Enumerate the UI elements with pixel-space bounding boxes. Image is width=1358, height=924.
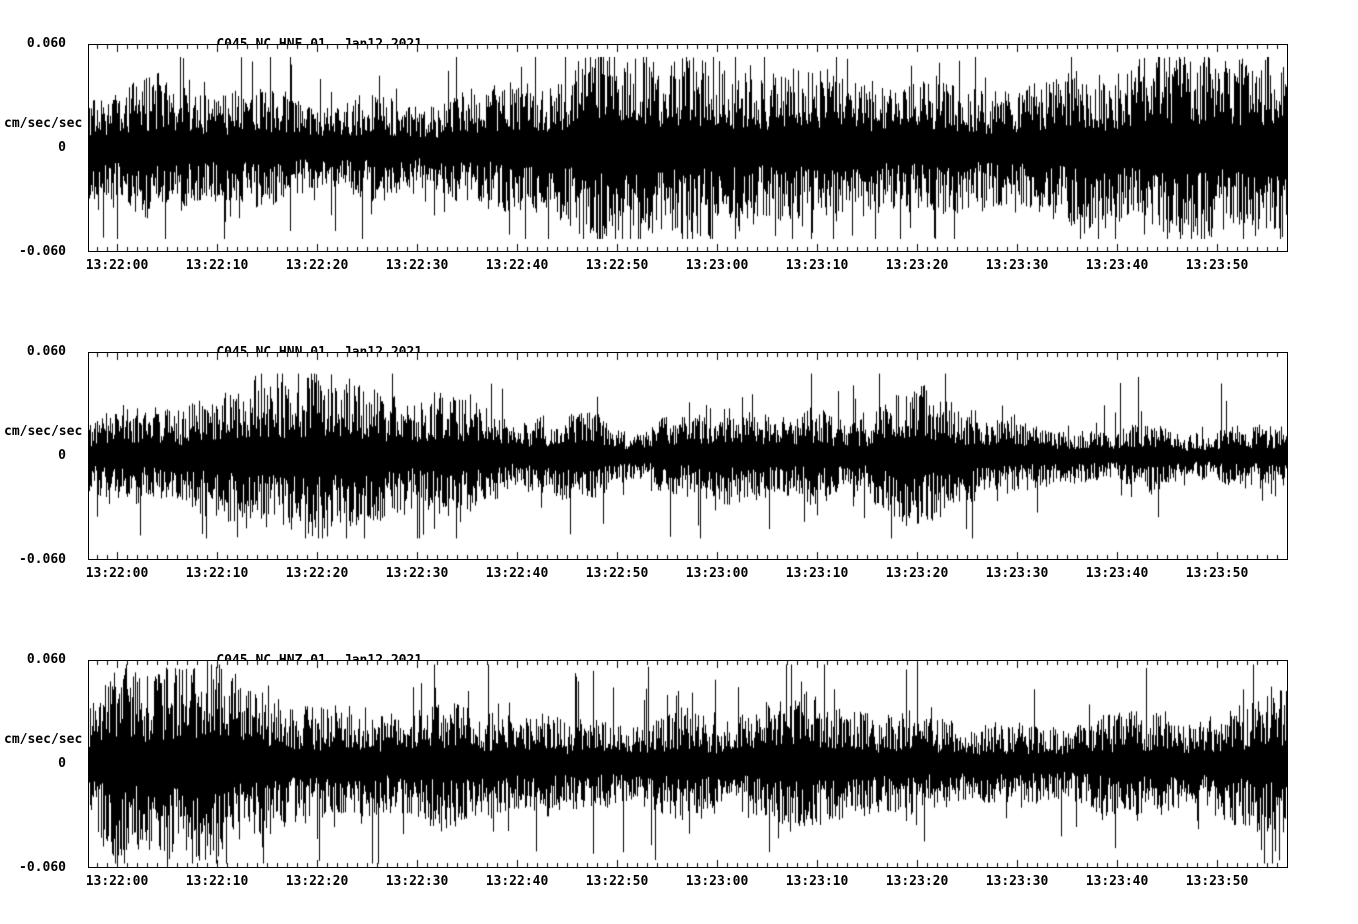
plot-area [88,660,1288,868]
x-tick-label: 13:22:10 [185,566,249,581]
plot-area [88,352,1288,560]
x-tick-label: 13:23:10 [785,874,849,889]
waveform-canvas [89,661,1287,867]
x-tick-label: 13:22:50 [585,258,649,273]
y-tick-label-max: 0.060 [26,344,66,359]
x-tick-label: 13:22:00 [85,258,149,273]
y-tick-label-zero: 0 [58,140,66,155]
x-tick-label: 13:22:50 [585,874,649,889]
x-tick-label: 13:23:00 [685,566,749,581]
y-tick-label-min: -0.060 [19,244,66,259]
y-tick-label-min: -0.060 [19,860,66,875]
waveform-canvas [89,353,1287,559]
y-tick-label-max: 0.060 [26,36,66,51]
x-tick-label: 13:23:40 [1085,258,1149,273]
y-tick-label-max: 0.060 [26,652,66,667]
y-tick-label-zero: 0 [58,448,66,463]
seismogram-panel-hnz: C045_NC_HNZ_01Jan12,2021 0.060 cm/sec/se… [0,616,1358,924]
seismogram-panel-hne: C045_NC_HNE_01Jan12,2021 0.060 cm/sec/se… [0,0,1358,308]
y-axis-unit-label: cm/sec/sec [4,116,83,131]
x-tick-label: 13:22:00 [85,874,149,889]
x-tick-label: 13:22:40 [485,874,549,889]
x-tick-label: 13:22:20 [285,258,349,273]
x-tick-label: 13:23:30 [985,874,1049,889]
waveform-canvas [89,45,1287,251]
x-tick-label: 13:23:00 [685,874,749,889]
x-tick-label: 13:23:10 [785,258,849,273]
x-tick-label: 13:23:40 [1085,566,1149,581]
x-tick-label: 13:22:20 [285,874,349,889]
x-tick-label: 13:22:40 [485,566,549,581]
x-tick-label: 13:23:50 [1185,874,1249,889]
x-tick-label: 13:22:00 [85,566,149,581]
x-tick-label: 13:23:50 [1185,258,1249,273]
x-tick-label: 13:23:10 [785,566,849,581]
x-tick-label: 13:22:50 [585,566,649,581]
y-tick-label-zero: 0 [58,756,66,771]
x-tick-label: 13:23:30 [985,566,1049,581]
y-axis-unit-label: cm/sec/sec [4,732,83,747]
x-tick-label: 13:22:20 [285,566,349,581]
x-axis-labels: 13:22:00 13:22:10 13:22:20 13:22:30 13:22:40… [0,566,1358,582]
x-tick-label: 13:22:40 [485,258,549,273]
x-tick-label: 13:23:20 [885,566,949,581]
x-tick-label: 13:22:10 [185,874,249,889]
x-tick-label: 13:23:00 [685,258,749,273]
x-tick-label: 13:22:30 [385,566,449,581]
y-axis-unit-label: cm/sec/sec [4,424,83,439]
x-tick-label: 13:22:30 [385,874,449,889]
seismogram-panel-hnn: C045_NC_HNN_01Jan12,2021 0.060 cm/sec/se… [0,308,1358,616]
x-tick-label: 13:23:50 [1185,566,1249,581]
x-tick-label: 13:23:30 [985,258,1049,273]
plot-area [88,44,1288,252]
x-tick-label: 13:22:10 [185,258,249,273]
x-tick-label: 13:22:30 [385,258,449,273]
x-axis-labels: 13:22:00 13:22:10 13:22:20 13:22:30 13:22:40… [0,258,1358,274]
x-tick-label: 13:23:20 [885,874,949,889]
x-tick-label: 13:23:40 [1085,874,1149,889]
x-axis-labels: 13:22:00 13:22:10 13:22:20 13:22:30 13:22:40… [0,874,1358,890]
x-tick-label: 13:23:20 [885,258,949,273]
y-tick-label-min: -0.060 [19,552,66,567]
